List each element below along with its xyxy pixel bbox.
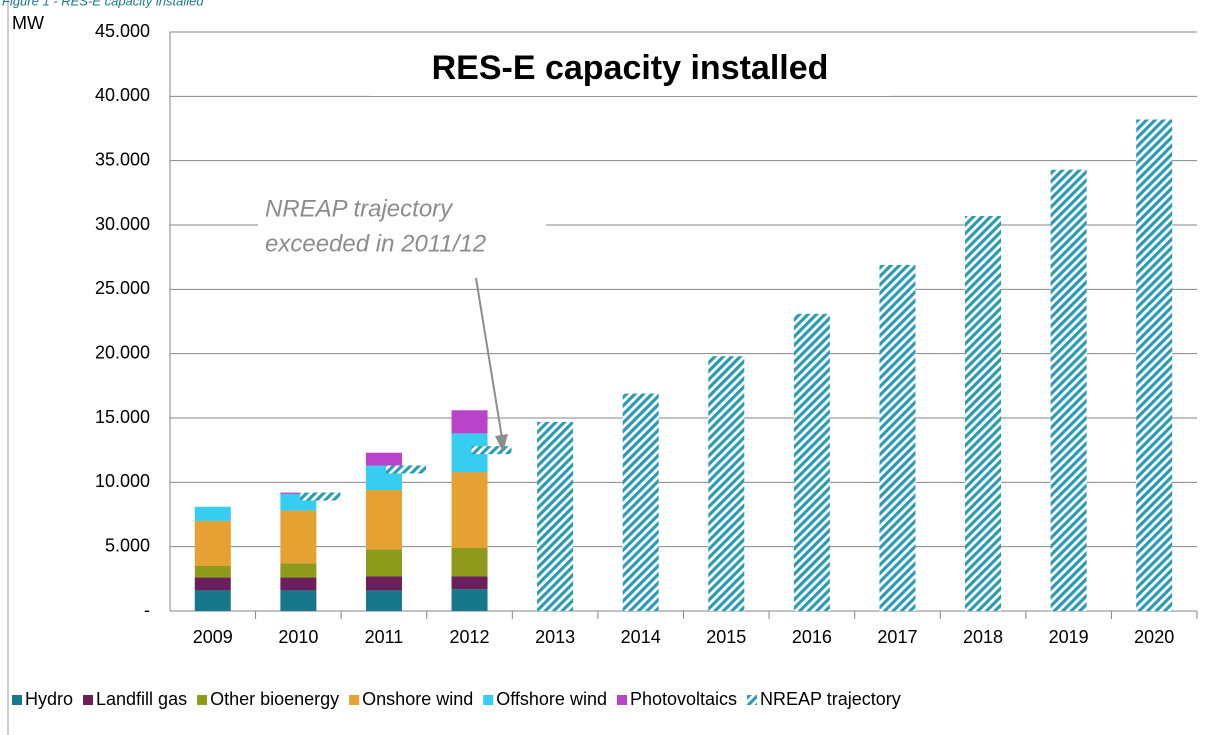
y-tick-label: 45.000 — [95, 21, 150, 41]
trajectory-marker — [471, 446, 512, 455]
bar-segment — [194, 520, 231, 566]
legend-label: Hydro — [25, 689, 73, 709]
bar-segment — [365, 576, 402, 591]
x-tick-label: 2013 — [535, 627, 575, 647]
bar-segment — [194, 577, 231, 591]
y-tick-label: 25.000 — [95, 278, 150, 298]
bar — [1050, 169, 1087, 611]
y-tick-label: 10.000 — [95, 471, 150, 491]
bar-segment — [365, 490, 402, 550]
legend-label: NREAP trajectory — [760, 689, 901, 709]
legend-swatch — [12, 695, 22, 705]
x-tick-label: 2009 — [193, 627, 233, 647]
legend-swatch — [616, 695, 627, 705]
annotation: exceeded in 2011/12 — [265, 230, 486, 257]
y-tick-label: 15.000 — [95, 407, 150, 427]
y-tick-label: 40.000 — [95, 85, 150, 105]
bar-segment — [365, 549, 402, 577]
bar — [622, 393, 659, 611]
x-tick-label: 2016 — [792, 627, 832, 647]
x-tick-label: 2010 — [278, 627, 318, 647]
caption: Figure 1 - RES-E capacity installed — [2, 0, 204, 8]
y-tick-label: 30.000 — [95, 214, 150, 234]
bar — [708, 356, 745, 611]
legend-label: Offshore wind — [496, 689, 607, 709]
y-axis-label: MW — [12, 13, 44, 33]
legend-label: Landfill gas — [96, 689, 187, 709]
y-tick-label: 5.000 — [105, 535, 150, 555]
x-tick-label: 2020 — [1134, 627, 1174, 647]
bar-segment — [280, 563, 317, 578]
bar-segment — [194, 565, 231, 578]
x-tick-label: 2015 — [706, 627, 746, 647]
x-tick-label: 2018 — [963, 627, 1003, 647]
legend-swatch — [747, 695, 758, 705]
legend-swatch — [349, 695, 360, 705]
bar-segment — [194, 590, 231, 611]
bar — [793, 313, 830, 611]
x-tick-label: 2019 — [1049, 627, 1089, 647]
annotation-arrow — [475, 277, 503, 439]
x-tick-label: 2011 — [365, 627, 404, 647]
bar — [965, 215, 1002, 611]
legend-swatch — [83, 695, 94, 705]
legend-swatch — [197, 695, 208, 705]
trajectory-marker — [300, 492, 341, 501]
bar-segment — [365, 452, 402, 466]
bar-segment — [194, 506, 231, 521]
legend-label: Onshore wind — [362, 689, 473, 709]
bar-segment — [280, 590, 317, 611]
chart-title: RES-E capacity installed — [432, 49, 829, 87]
legend-label: Photovoltaics — [630, 689, 737, 709]
annotation-bg — [258, 192, 546, 264]
bar-segment — [365, 590, 402, 611]
y-tick-label: - — [144, 600, 150, 620]
bar-segment — [451, 576, 488, 590]
x-tick-label: 2017 — [877, 627, 917, 647]
bar-segment — [451, 472, 488, 548]
legend-swatch — [483, 695, 494, 705]
bar — [1136, 119, 1173, 611]
bar-segment — [451, 589, 488, 611]
y-tick-label: 20.000 — [95, 342, 150, 362]
title-bg — [370, 48, 890, 96]
annotation-arrowhead — [495, 434, 508, 452]
trajectory-marker — [385, 465, 426, 474]
x-tick-label: 2012 — [450, 627, 490, 647]
bar-segment — [280, 510, 317, 564]
bar-segment — [280, 492, 317, 494]
x-tick-label: 2014 — [621, 627, 661, 647]
bar-segment — [280, 577, 317, 591]
legend-label: Other bioenergy — [210, 689, 339, 709]
y-tick-label: 35.000 — [95, 149, 150, 169]
bar — [879, 264, 916, 611]
bar — [537, 421, 574, 611]
bar-segment — [451, 547, 488, 577]
annotation: NREAP trajectory — [265, 195, 454, 222]
bar-segment — [451, 410, 488, 434]
